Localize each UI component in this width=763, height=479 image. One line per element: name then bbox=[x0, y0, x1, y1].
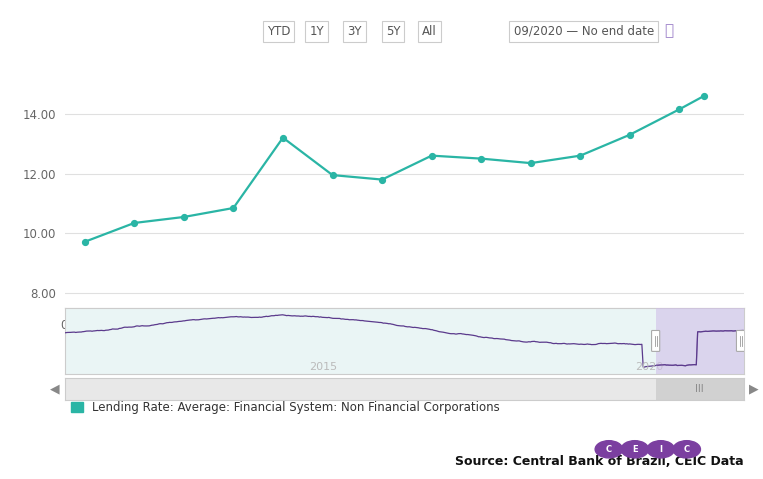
Text: 1Y: 1Y bbox=[309, 24, 324, 38]
Text: 5Y: 5Y bbox=[385, 24, 401, 38]
Text: C: C bbox=[684, 445, 690, 454]
FancyBboxPatch shape bbox=[652, 331, 660, 352]
Text: E: E bbox=[632, 445, 638, 454]
Bar bbox=[655, 378, 744, 400]
Text: All: All bbox=[422, 24, 437, 38]
Text: ▶: ▶ bbox=[749, 383, 759, 396]
Legend: Lending Rate: Average: Financial System: Non Financial Corporations: Lending Rate: Average: Financial System:… bbox=[71, 401, 500, 414]
Text: III: III bbox=[695, 384, 704, 394]
Text: 2015: 2015 bbox=[309, 362, 337, 372]
FancyBboxPatch shape bbox=[736, 331, 745, 352]
Text: YTD: YTD bbox=[267, 24, 290, 38]
Text: 2020: 2020 bbox=[635, 362, 663, 372]
Text: 09/2020 — No end date: 09/2020 — No end date bbox=[513, 24, 654, 38]
Text: I: I bbox=[659, 445, 662, 454]
Text: 3Y: 3Y bbox=[347, 24, 362, 38]
Bar bbox=[655, 308, 744, 374]
Text: ⧉: ⧉ bbox=[665, 23, 674, 39]
Text: C: C bbox=[606, 445, 612, 454]
Text: ◀: ◀ bbox=[50, 383, 60, 396]
Text: Source: Central Bank of Brazil, CEIC Data: Source: Central Bank of Brazil, CEIC Dat… bbox=[456, 456, 744, 468]
